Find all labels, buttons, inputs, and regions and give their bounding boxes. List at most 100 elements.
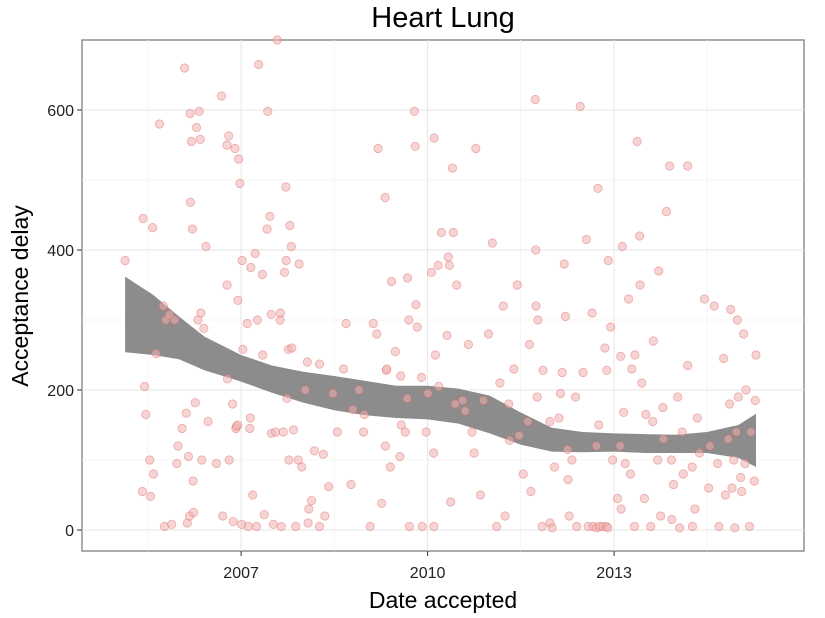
data-point [372, 329, 382, 339]
data-point [426, 267, 437, 277]
y-tick-label: 0 [65, 523, 74, 540]
data-point [288, 425, 299, 435]
y-tick-label: 600 [47, 103, 74, 120]
data-point [518, 469, 528, 479]
data-point [639, 493, 650, 504]
data-point [446, 497, 456, 507]
data-point [242, 318, 252, 329]
data-point [564, 511, 574, 521]
data-point [429, 133, 439, 143]
data-point [281, 182, 291, 192]
data-point [469, 448, 479, 458]
data-point [238, 344, 248, 354]
data-point [532, 392, 542, 402]
data-point [421, 427, 431, 437]
data-point [483, 329, 494, 339]
data-point [187, 224, 197, 234]
data-point [720, 490, 731, 500]
data-point [400, 427, 410, 437]
data-point [359, 409, 369, 420]
data-point [228, 516, 238, 527]
data-point [603, 523, 613, 533]
data-point [154, 119, 164, 129]
data-point [423, 388, 433, 399]
data-point [430, 350, 440, 360]
data-point [719, 353, 729, 364]
data-point [667, 514, 677, 525]
data-point [602, 365, 612, 375]
data-point [297, 462, 307, 472]
data-point [694, 448, 705, 458]
data-point [750, 395, 760, 406]
data-point [509, 364, 519, 374]
data-point [547, 523, 557, 533]
data-point [211, 458, 221, 469]
data-point [744, 521, 755, 532]
data-point [682, 161, 693, 171]
data-point [257, 269, 267, 280]
data-point [346, 479, 356, 490]
data-point [683, 360, 693, 371]
data-point [328, 388, 338, 399]
data-point [410, 141, 420, 151]
data-point [276, 521, 286, 532]
data-point [259, 509, 269, 520]
data-point [687, 462, 697, 472]
data-point [627, 364, 637, 374]
data-point [380, 192, 390, 203]
data-point [304, 504, 314, 514]
data-point [581, 234, 592, 245]
data-point [738, 329, 749, 339]
data-point [368, 318, 378, 329]
data-point [314, 359, 325, 369]
data-point [222, 140, 232, 150]
data-point [294, 259, 304, 269]
data-point [726, 304, 736, 315]
data-point [429, 521, 439, 532]
data-point [386, 276, 397, 287]
data-point [729, 455, 739, 465]
data-point [272, 35, 282, 45]
data-point [173, 441, 183, 451]
data-point [658, 434, 669, 444]
data-point [475, 490, 486, 500]
data-point [177, 423, 187, 434]
data-point [632, 136, 642, 147]
data-point [492, 521, 502, 532]
plot-panel [81, 39, 805, 552]
data-point [434, 381, 444, 392]
data-point [324, 481, 334, 492]
data-point [416, 372, 427, 382]
data-point [603, 255, 613, 266]
data-point [365, 521, 375, 532]
data-point [658, 402, 668, 413]
data-point [741, 385, 751, 395]
data-point [285, 220, 295, 231]
data-point [281, 255, 291, 266]
data-point [396, 420, 406, 430]
data-point [194, 106, 204, 117]
data-point [724, 399, 735, 409]
data-point [268, 519, 278, 530]
data-point [732, 315, 742, 325]
data-point [570, 392, 581, 402]
data-point [442, 330, 452, 340]
data-point [228, 399, 238, 409]
x-tick-label: 2013 [596, 565, 632, 582]
data-point [661, 206, 672, 217]
y-axis: 0 200 400 600 [47, 103, 82, 540]
chart-title: Heart Lung [371, 2, 515, 34]
data-point [402, 273, 413, 283]
data-point [677, 427, 687, 437]
data-point [608, 455, 618, 465]
data-point [594, 420, 604, 430]
data-point [578, 367, 588, 378]
data-point [737, 486, 747, 497]
data-point [203, 416, 213, 427]
x-axis-title: Date accepted [369, 587, 517, 613]
data-point [291, 521, 301, 532]
data-point [148, 223, 158, 233]
data-point [284, 455, 294, 465]
data-point [380, 441, 390, 451]
data-point [390, 346, 400, 357]
